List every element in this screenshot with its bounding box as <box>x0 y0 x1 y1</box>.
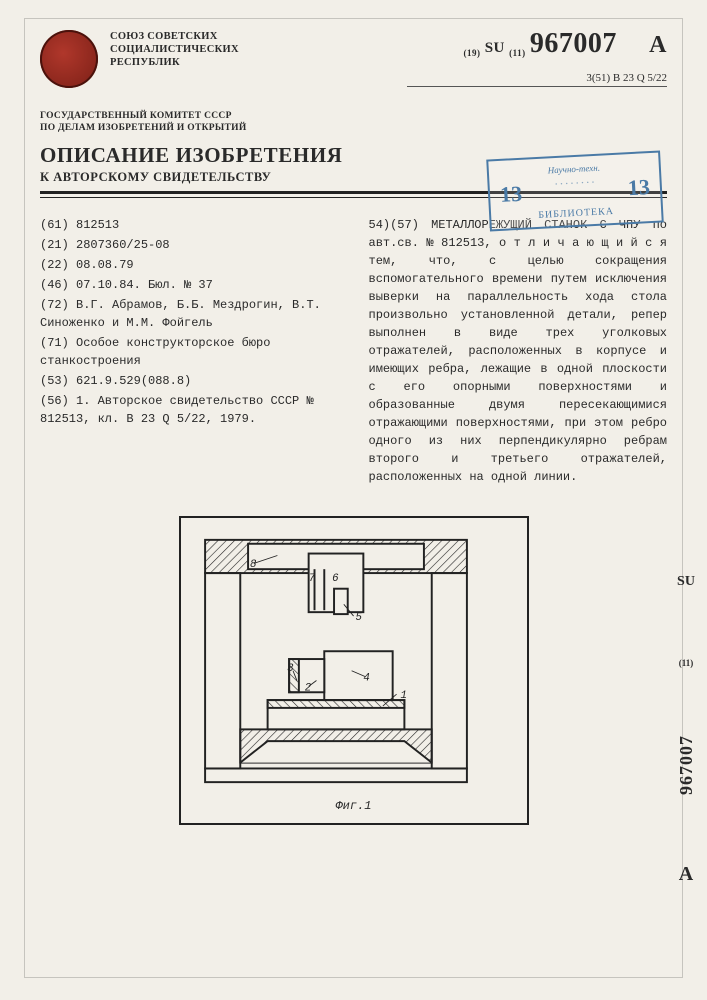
field-46: (46) 07.10.84. Бюл. № 37 <box>40 276 339 294</box>
stamp-dots: · · · · · · · · <box>521 175 628 207</box>
field-22: (22) 08.08.79 <box>40 256 339 274</box>
figure-caption: Фиг.1 <box>199 799 509 813</box>
stamp-right-no: 13 <box>627 174 650 201</box>
field-71: (71) Особое конструкторское бюро станкос… <box>40 334 339 370</box>
fig-label-2: 2 <box>304 682 311 694</box>
ipc-classification: 3(51) B 23 Q 5/22 <box>407 72 667 87</box>
figure-svg: 8 7 6 5 3 2 4 1 <box>199 534 473 788</box>
pub-cc: SU <box>485 40 505 56</box>
side-number: 967007 <box>676 735 697 795</box>
field-72: (72) В.Г. Абрамов, Б.Б. Мездрогин, В.Т. … <box>40 296 339 332</box>
fig-label-8: 8 <box>250 559 257 571</box>
pub-number-big: 967007 <box>530 28 617 59</box>
fig-label-4: 4 <box>363 672 369 684</box>
side-sub: (11) <box>679 658 694 668</box>
stamp-row: 13 · · · · · · · · 13 <box>489 173 660 208</box>
left-column: (61) 812513 (21) 2807360/25-08 (22) 08.0… <box>40 214 339 488</box>
field-56: (56) 1. Авторское свидетельство СССР № 8… <box>40 392 339 428</box>
fig-label-7: 7 <box>308 573 315 585</box>
side-kind: A <box>679 863 693 886</box>
field-61: (61) 812513 <box>40 216 339 234</box>
side-cc: SU <box>677 574 695 590</box>
library-stamp: Научно-техн. 13 · · · · · · · · 13 БИБЛИ… <box>486 150 664 231</box>
field-21: (21) 2807360/25-08 <box>40 236 339 254</box>
fig-label-3: 3 <box>287 662 294 674</box>
stamp-left-no: 13 <box>499 180 522 207</box>
side-publication-marks: SU (11) 967007 A <box>675 540 697 920</box>
committee-name: ГОСУДАРСТВЕННЫЙ КОМИТЕТ СССР ПО ДЕЛАМ ИЗ… <box>40 110 667 135</box>
abstract-text: 54)(57) МЕТАЛЛОРЕЖУЩИЙ СТАНОК С ЧПУ по а… <box>369 216 668 486</box>
pub-mid: (11) <box>509 48 526 58</box>
fig-label-5: 5 <box>355 612 362 624</box>
bibliographic-columns: (61) 812513 (21) 2807360/25-08 (22) 08.0… <box>40 214 667 488</box>
field-53: (53) 621.9.529(088.8) <box>40 372 339 390</box>
state-emblem <box>40 30 98 88</box>
fig-label-6: 6 <box>332 573 339 585</box>
right-column-abstract: 54)(57) МЕТАЛЛОРЕЖУЩИЙ СТАНОК С ЧПУ по а… <box>369 214 668 488</box>
pub-prefix: (19) <box>463 48 480 58</box>
figure-1: 8 7 6 5 3 2 4 1 Фиг.1 <box>179 516 529 825</box>
fig-label-1: 1 <box>400 690 406 702</box>
publication-number: (19) SU (11) 967007 A <box>463 28 667 60</box>
org-name: СОЮЗ СОВЕТСКИХ СОЦИАЛИСТИЧЕСКИХ РЕСПУБЛИ… <box>110 30 239 69</box>
pub-kind: A <box>649 32 667 58</box>
